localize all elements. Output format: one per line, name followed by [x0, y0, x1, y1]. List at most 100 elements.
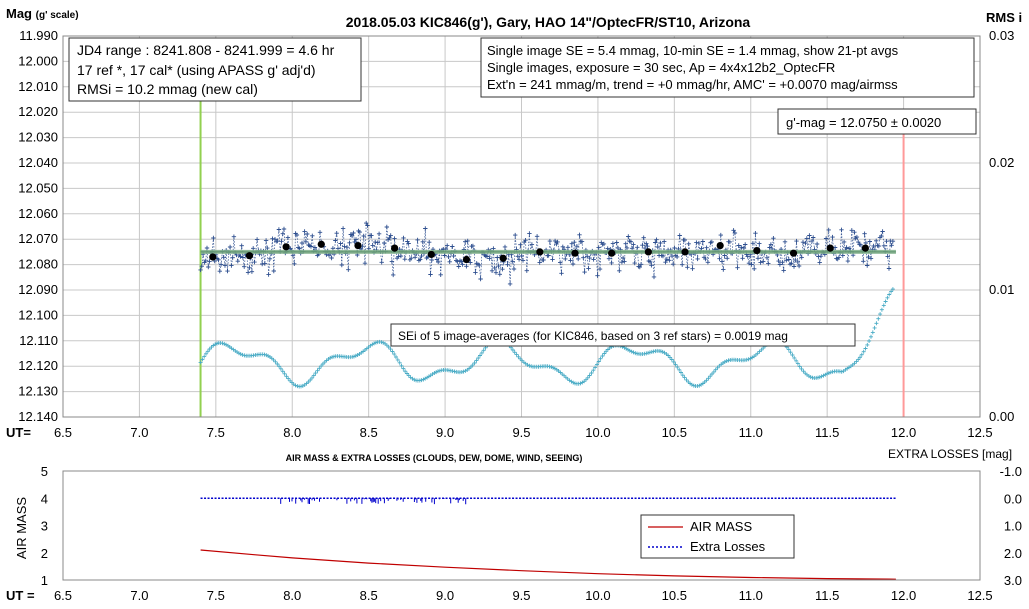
x-tick-label: 11.5	[815, 425, 839, 440]
x-tick-label: 7.5	[207, 425, 225, 440]
average-point	[861, 244, 869, 252]
air-mass-panel: AIR MASS & EXTRA LOSSES (CLOUDS, DEW, DO…	[6, 447, 1022, 603]
bottom-y-label: AIR MASS	[14, 497, 29, 559]
y-axis-label-scale: (g' scale)	[36, 10, 79, 21]
legend-extra-losses-label: Extra Losses	[690, 539, 766, 554]
bottom-y2-label: EXTRA LOSSES [mag]	[888, 447, 1012, 461]
x-tick-label: 10.5	[662, 425, 687, 440]
y-tick-label: 12.030	[18, 130, 58, 145]
info-right-line-2: Single images, exposure = 30 sec, Ap = 4…	[487, 60, 835, 75]
bottom-x-tick-label: 10.5	[662, 588, 687, 603]
bottom-plot-frame	[62, 470, 981, 581]
x-tick-label: 7.0	[130, 425, 148, 440]
y2-tick-label: 0.02	[989, 155, 1014, 170]
average-point	[753, 247, 761, 255]
bottom-legend: AIR MASS Extra Losses	[640, 514, 795, 559]
bottom-y2-tick-label: 3.0	[1004, 573, 1022, 588]
mag-box-text: g'-mag = 12.0750 ± 0.0020	[786, 115, 941, 130]
x-tick-label: 9.0	[436, 425, 454, 440]
y-tick-label: 12.020	[18, 104, 58, 119]
x-tick-label: 9.5	[512, 425, 530, 440]
bottom-x-tick-label: 7.0	[130, 588, 148, 603]
bottom-y-tick-label: 2	[41, 546, 48, 561]
y-tick-label: 12.140	[18, 409, 58, 424]
average-point	[462, 255, 471, 264]
x-tick-label: 12.5	[967, 425, 992, 440]
average-point	[427, 250, 435, 259]
bottom-x-tick-label: 8.0	[283, 588, 301, 603]
x-tick-label: 12.0	[891, 425, 916, 440]
average-point	[282, 243, 290, 251]
info-box-right: Single image SE = 5.4 mmag, 10-min SE = …	[480, 37, 975, 98]
sei-note: SEi of 5 image-averages (for KIC846, bas…	[390, 323, 856, 347]
bottom-y-tick-label: 5	[41, 464, 48, 479]
average-point	[826, 244, 834, 252]
extra-losses-line	[200, 497, 896, 505]
info-left-line-3: RMSi = 10.2 mmag (new cal)	[77, 81, 258, 97]
bottom-x-tick-label: 9.0	[436, 588, 454, 603]
light-curve-panel: 2018.05.03 KIC846(g'), Gary, HAO 14"/Opt…	[6, 6, 1022, 440]
bottom-x-tick-label: 6.5	[54, 588, 72, 603]
average-point	[681, 248, 689, 256]
y2-tick-label: 0.00	[989, 409, 1014, 424]
bottom-x-tick-label: 11.5	[815, 588, 839, 603]
bottom-x-label: UT =	[6, 588, 35, 603]
average-point	[608, 249, 616, 257]
y-tick-label: 12.040	[18, 155, 58, 170]
y-axis-label-main: Mag	[6, 6, 32, 21]
y2-tick-labels: 0.03 0.02 0.01 0.00	[989, 28, 1014, 424]
y-tick-labels: 11.990 12.000 12.010 12.020 12.030 12.040 12.0…	[18, 28, 58, 424]
bottom-x-tick-labels: 6.5 7.0 7.5 8.0 8.5 9.0 9.5 10.0 10.5 11.0 11.5 12.…	[54, 588, 993, 603]
average-point	[245, 252, 254, 260]
y-tick-label: 12.070	[18, 231, 58, 246]
mag-box: g'-mag = 12.0750 ± 0.0020	[777, 108, 977, 135]
y-tick-label: 12.110	[19, 333, 58, 348]
average-point	[354, 241, 362, 250]
x-tick-label: 10.0	[585, 425, 610, 440]
y-tick-label: 12.090	[18, 282, 58, 297]
y-tick-label: 12.080	[18, 257, 58, 272]
info-right-line-3: Ext'n = 241 mmag/m, trend = +0 mmag/hr, …	[487, 77, 898, 92]
bottom-y2-tick-label: -1.0	[1000, 464, 1022, 479]
air-mass-trace	[200, 549, 896, 580]
average-point	[209, 253, 217, 261]
average-point	[789, 249, 798, 257]
x-tick-label: 11.0	[739, 425, 763, 440]
bottom-x-tick-label: 8.5	[360, 588, 378, 603]
y-tick-label: 11.990	[19, 28, 58, 43]
bottom-x-tick-label: 10.0	[585, 588, 610, 603]
x-tick-label: 6.5	[54, 425, 72, 440]
bottom-title: AIR MASS & EXTRA LOSSES (CLOUDS, DEW, DO…	[286, 453, 583, 463]
x-tick-labels: 6.5 7.0 7.5 8.0 8.5 9.0 9.5 10.0 10.5 11.0 11.5 12.…	[54, 425, 993, 440]
y2-tick-label: 0.03	[989, 28, 1014, 43]
air-mass-line	[200, 549, 896, 580]
y-tick-label: 12.010	[18, 79, 58, 94]
y-tick-label: 12.100	[18, 307, 58, 322]
info-box-left: JD4 range : 8241.808 - 8241.999 = 4.6 hr…	[68, 37, 362, 102]
info-left-line-1: JD4 range : 8241.808 - 8241.999 = 4.6 hr	[77, 42, 335, 58]
average-point	[317, 240, 325, 248]
y-tick-label: 12.120	[18, 358, 58, 373]
average-point	[499, 254, 507, 262]
x-axis-label: UT=	[6, 425, 31, 440]
y2-axis-label: RMS i	[986, 10, 1022, 25]
x-tick-label: 8.0	[283, 425, 301, 440]
bottom-y2-tick-label: 0.0	[1004, 491, 1022, 506]
y-tick-label: 12.050	[18, 180, 58, 195]
info-right-line-1: Single image SE = 5.4 mmag, 10-min SE = …	[487, 43, 899, 58]
bottom-x-tick-label: 9.5	[512, 588, 530, 603]
sei-note-text: SEi of 5 image-averages (for KIC846, bas…	[398, 329, 788, 343]
bottom-x-tick-label: 7.5	[207, 588, 225, 603]
bottom-y2-tick-label: 2.0	[1004, 546, 1022, 561]
legend-air-mass-label: AIR MASS	[690, 519, 752, 534]
average-point	[571, 249, 579, 257]
bottom-x-tick-label: 12.5	[967, 588, 992, 603]
bottom-y-tick-label: 1	[41, 573, 48, 588]
bottom-y2-tick-labels: -1.0 0.0 1.0 2.0 3.0	[1000, 464, 1022, 588]
chart-title: 2018.05.03 KIC846(g'), Gary, HAO 14"/Opt…	[346, 14, 751, 30]
x-tick-label: 8.5	[360, 425, 378, 440]
bottom-x-tick-label: 12.0	[891, 588, 916, 603]
bottom-x-tick-label: 11.0	[739, 588, 763, 603]
y-tick-label: 12.130	[18, 384, 58, 399]
